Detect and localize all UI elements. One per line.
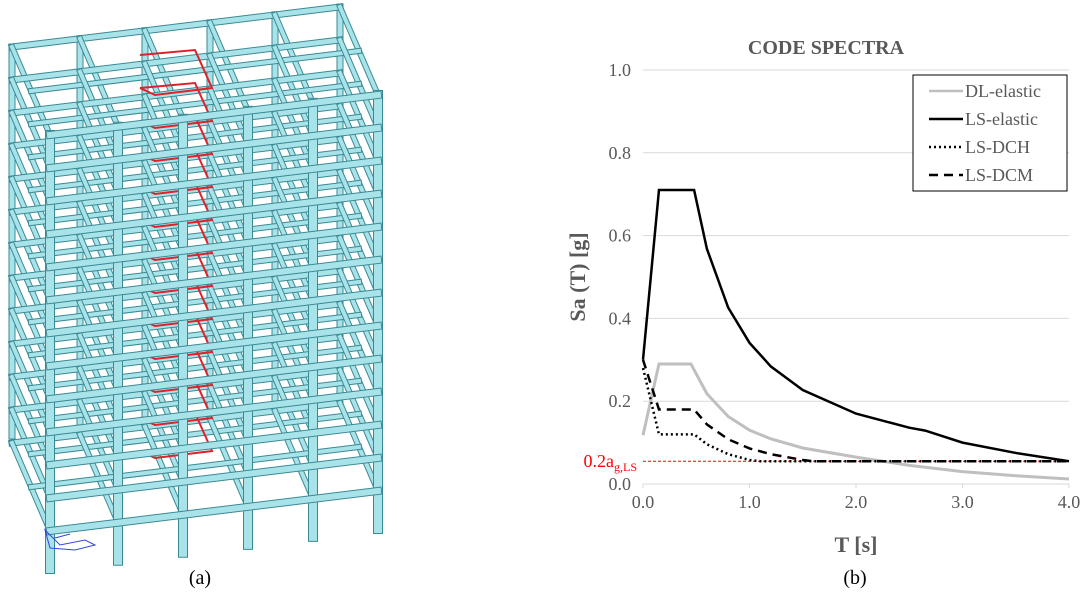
y-tick-label: 1.0 [609,60,632,80]
x-tick-label: 0.0 [632,492,655,512]
legend-label: LS-DCH [965,137,1030,157]
legend-label: LS-elastic [965,109,1038,129]
y-tick-label: 0.2 [609,391,632,411]
legend-label: LS-DCM [965,165,1033,185]
x-tick-label: 3.0 [951,492,974,512]
x-axis-label: T [s] [835,532,878,557]
y-tick-label: 0.4 [609,308,632,328]
reference-label: 0.2ag,LS [583,451,637,474]
y-tick-label: 0.6 [609,226,632,246]
frame-member [12,7,340,47]
y-tick-label: 0.8 [609,143,632,163]
chart-title: CODE SPECTRA [748,37,905,59]
x-tick-label: 4.0 [1058,492,1081,512]
figure: (a) (b) CODE SPECTRA 0.0 0.2 0.4 0.6 0.8 1.0 0.… [0,0,1086,596]
reference-label-subscript: g,LS [614,460,637,474]
legend-label: DL-elastic [965,81,1041,101]
reference-label-text: 0.2a [583,451,614,471]
x-tick-label: 2.0 [845,492,868,512]
series-line [643,190,1069,461]
caption: (a) [189,567,211,589]
y-axis-label: Sa (T) [g] [565,232,590,321]
series-line [643,360,1069,461]
y-tick-label: 0.0 [609,474,632,494]
x-tick-label: 1.0 [738,492,761,512]
caption: (b) [843,567,866,589]
building-model [12,7,378,569]
frame-member [50,491,378,531]
